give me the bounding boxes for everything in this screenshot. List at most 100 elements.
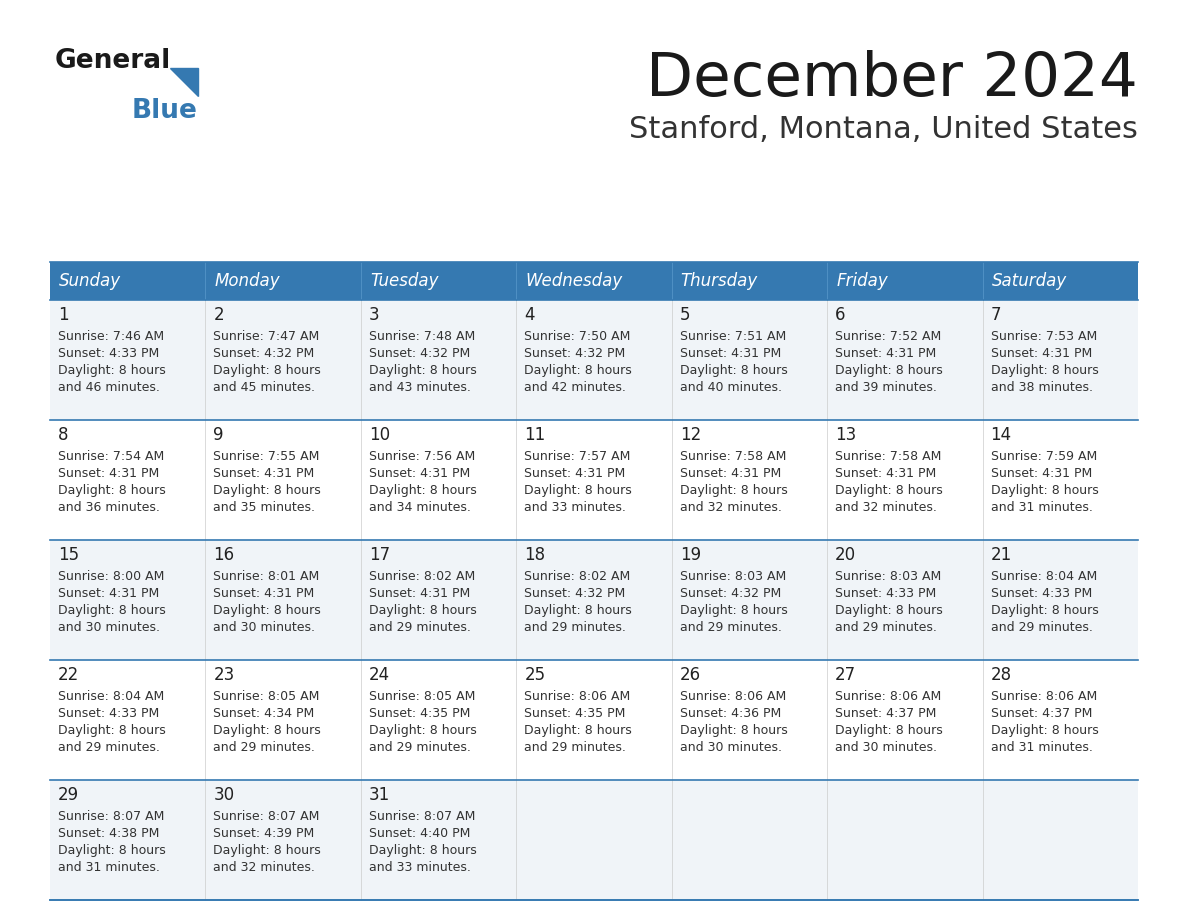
Text: Daylight: 8 hours: Daylight: 8 hours <box>991 724 1099 737</box>
Text: and 29 minutes.: and 29 minutes. <box>214 741 315 754</box>
Text: and 42 minutes.: and 42 minutes. <box>524 381 626 394</box>
Text: 15: 15 <box>58 546 80 564</box>
Text: Daylight: 8 hours: Daylight: 8 hours <box>991 484 1099 497</box>
Text: Thursday: Thursday <box>681 272 758 290</box>
Text: 25: 25 <box>524 666 545 684</box>
Bar <box>50 420 1138 540</box>
Text: Sunset: 4:31 PM: Sunset: 4:31 PM <box>991 467 1092 480</box>
Text: Sunset: 4:37 PM: Sunset: 4:37 PM <box>991 707 1092 720</box>
Text: Daylight: 8 hours: Daylight: 8 hours <box>835 364 943 377</box>
Text: Sunrise: 8:07 AM: Sunrise: 8:07 AM <box>214 810 320 823</box>
Text: and 33 minutes.: and 33 minutes. <box>368 861 470 874</box>
Text: Sunrise: 7:59 AM: Sunrise: 7:59 AM <box>991 450 1097 463</box>
Text: Daylight: 8 hours: Daylight: 8 hours <box>58 844 166 857</box>
Text: and 34 minutes.: and 34 minutes. <box>368 501 470 514</box>
Text: Sunset: 4:31 PM: Sunset: 4:31 PM <box>368 587 470 600</box>
Text: Sunset: 4:32 PM: Sunset: 4:32 PM <box>524 347 626 360</box>
Text: 2: 2 <box>214 306 225 324</box>
Text: Sunrise: 8:06 AM: Sunrise: 8:06 AM <box>524 690 631 703</box>
Text: 10: 10 <box>368 426 390 444</box>
Text: 26: 26 <box>680 666 701 684</box>
Text: Daylight: 8 hours: Daylight: 8 hours <box>214 724 321 737</box>
Text: Sunset: 4:39 PM: Sunset: 4:39 PM <box>214 827 315 840</box>
Text: and 40 minutes.: and 40 minutes. <box>680 381 782 394</box>
Text: 12: 12 <box>680 426 701 444</box>
Text: and 29 minutes.: and 29 minutes. <box>524 621 626 634</box>
Text: Daylight: 8 hours: Daylight: 8 hours <box>524 364 632 377</box>
Text: and 38 minutes.: and 38 minutes. <box>991 381 1093 394</box>
Text: Sunset: 4:31 PM: Sunset: 4:31 PM <box>680 347 781 360</box>
Text: Sunrise: 8:03 AM: Sunrise: 8:03 AM <box>680 570 786 583</box>
Text: Daylight: 8 hours: Daylight: 8 hours <box>368 364 476 377</box>
Text: Saturday: Saturday <box>992 272 1067 290</box>
Text: Daylight: 8 hours: Daylight: 8 hours <box>368 844 476 857</box>
Text: 19: 19 <box>680 546 701 564</box>
Text: Sunrise: 7:51 AM: Sunrise: 7:51 AM <box>680 330 786 343</box>
Text: and 31 minutes.: and 31 minutes. <box>58 861 160 874</box>
Text: and 43 minutes.: and 43 minutes. <box>368 381 470 394</box>
Text: and 39 minutes.: and 39 minutes. <box>835 381 937 394</box>
Text: and 46 minutes.: and 46 minutes. <box>58 381 160 394</box>
Text: 13: 13 <box>835 426 857 444</box>
Text: Sunset: 4:33 PM: Sunset: 4:33 PM <box>58 707 159 720</box>
Text: Sunrise: 8:06 AM: Sunrise: 8:06 AM <box>835 690 941 703</box>
Text: Daylight: 8 hours: Daylight: 8 hours <box>680 604 788 617</box>
Text: and 30 minutes.: and 30 minutes. <box>214 621 316 634</box>
Text: 1: 1 <box>58 306 69 324</box>
Text: and 45 minutes.: and 45 minutes. <box>214 381 316 394</box>
Text: Daylight: 8 hours: Daylight: 8 hours <box>368 724 476 737</box>
Text: and 29 minutes.: and 29 minutes. <box>680 621 782 634</box>
Text: 8: 8 <box>58 426 69 444</box>
Text: Daylight: 8 hours: Daylight: 8 hours <box>524 724 632 737</box>
Text: Sunrise: 8:02 AM: Sunrise: 8:02 AM <box>524 570 631 583</box>
Text: 28: 28 <box>991 666 1012 684</box>
Text: Sunset: 4:31 PM: Sunset: 4:31 PM <box>991 347 1092 360</box>
Text: 30: 30 <box>214 786 234 804</box>
Text: Sunrise: 7:47 AM: Sunrise: 7:47 AM <box>214 330 320 343</box>
Text: Wednesday: Wednesday <box>525 272 623 290</box>
Text: Blue: Blue <box>132 98 198 124</box>
Text: 27: 27 <box>835 666 857 684</box>
Text: Daylight: 8 hours: Daylight: 8 hours <box>524 604 632 617</box>
Text: Sunrise: 7:48 AM: Sunrise: 7:48 AM <box>368 330 475 343</box>
Text: Sunset: 4:35 PM: Sunset: 4:35 PM <box>524 707 626 720</box>
Text: General: General <box>55 48 171 74</box>
Text: Sunrise: 7:52 AM: Sunrise: 7:52 AM <box>835 330 941 343</box>
Text: Sunrise: 8:06 AM: Sunrise: 8:06 AM <box>991 690 1097 703</box>
Text: Sunrise: 8:05 AM: Sunrise: 8:05 AM <box>368 690 475 703</box>
Text: Daylight: 8 hours: Daylight: 8 hours <box>58 484 166 497</box>
Text: Sunrise: 8:07 AM: Sunrise: 8:07 AM <box>58 810 164 823</box>
Text: Sunrise: 8:05 AM: Sunrise: 8:05 AM <box>214 690 320 703</box>
Polygon shape <box>170 68 198 96</box>
Text: and 33 minutes.: and 33 minutes. <box>524 501 626 514</box>
Text: December 2024: December 2024 <box>646 50 1138 109</box>
Text: Sunset: 4:32 PM: Sunset: 4:32 PM <box>524 587 626 600</box>
Text: Daylight: 8 hours: Daylight: 8 hours <box>368 604 476 617</box>
Text: 9: 9 <box>214 426 223 444</box>
Text: 24: 24 <box>368 666 390 684</box>
Text: Daylight: 8 hours: Daylight: 8 hours <box>835 484 943 497</box>
Text: Sunset: 4:31 PM: Sunset: 4:31 PM <box>835 467 936 480</box>
Bar <box>50 540 1138 660</box>
Text: Sunset: 4:33 PM: Sunset: 4:33 PM <box>58 347 159 360</box>
Text: and 32 minutes.: and 32 minutes. <box>680 501 782 514</box>
Text: and 32 minutes.: and 32 minutes. <box>214 861 315 874</box>
Text: Sunset: 4:32 PM: Sunset: 4:32 PM <box>368 347 470 360</box>
Text: Daylight: 8 hours: Daylight: 8 hours <box>835 604 943 617</box>
Text: Sunrise: 8:07 AM: Sunrise: 8:07 AM <box>368 810 475 823</box>
Text: Sunrise: 7:53 AM: Sunrise: 7:53 AM <box>991 330 1097 343</box>
Text: 18: 18 <box>524 546 545 564</box>
Text: and 30 minutes.: and 30 minutes. <box>58 621 160 634</box>
Text: and 30 minutes.: and 30 minutes. <box>835 741 937 754</box>
Text: Sunset: 4:36 PM: Sunset: 4:36 PM <box>680 707 781 720</box>
Text: and 29 minutes.: and 29 minutes. <box>524 741 626 754</box>
Text: Sunrise: 7:55 AM: Sunrise: 7:55 AM <box>214 450 320 463</box>
Text: Sunset: 4:31 PM: Sunset: 4:31 PM <box>58 587 159 600</box>
Text: Sunday: Sunday <box>59 272 121 290</box>
Text: Daylight: 8 hours: Daylight: 8 hours <box>835 724 943 737</box>
Bar <box>50 660 1138 780</box>
Text: and 36 minutes.: and 36 minutes. <box>58 501 160 514</box>
Text: and 29 minutes.: and 29 minutes. <box>835 621 937 634</box>
Text: Sunset: 4:31 PM: Sunset: 4:31 PM <box>58 467 159 480</box>
Bar <box>50 780 1138 900</box>
